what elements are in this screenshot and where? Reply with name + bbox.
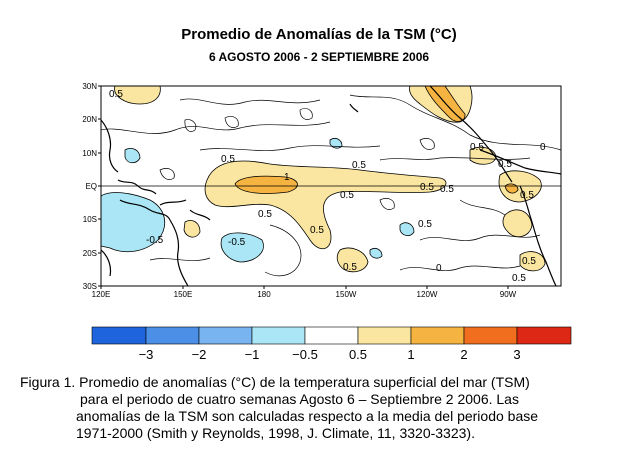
lat-label-30s: 30S bbox=[83, 282, 97, 291]
strong-warm-anomaly-regions bbox=[234, 86, 519, 194]
colorbar-tick-labels: −3 −2 −1 −0.5 0.5 1 2 3 bbox=[139, 347, 521, 362]
contour-label: -0.5 bbox=[146, 235, 164, 246]
cool-anomaly-regions bbox=[101, 138, 415, 263]
contour-label: 0.5 bbox=[512, 273, 526, 284]
contour-label: 0 bbox=[436, 263, 442, 274]
contour-label: 1 bbox=[284, 172, 290, 183]
caption-line: Figura 1. Promedio de anomalías (°C) de … bbox=[20, 374, 530, 390]
colorbar-swatch bbox=[516, 326, 572, 345]
contour-lines bbox=[101, 94, 561, 277]
lat-label-20s: 20S bbox=[83, 249, 97, 258]
contour-label: 0.5 bbox=[343, 262, 357, 273]
colorbar-tick-label: −2 bbox=[192, 347, 207, 362]
colorbar-swatch bbox=[198, 326, 253, 345]
contour-label: 0.5 bbox=[109, 89, 123, 100]
contour-label: 0.5 bbox=[340, 190, 354, 201]
contour-label: 0.5 bbox=[520, 190, 534, 201]
colorbar-tick-label: −0.5 bbox=[292, 347, 318, 362]
contour-label: 0.5 bbox=[498, 159, 512, 170]
coastlines bbox=[101, 86, 561, 286]
map-subtitle: 6 AGOSTO 2006 - 2 SEPTIEMBRE 2006 bbox=[208, 50, 430, 64]
contour-label: 0.5 bbox=[420, 182, 434, 193]
contour-label: 0.5 bbox=[440, 184, 454, 195]
colorbar-tick-label: −3 bbox=[139, 347, 154, 362]
colorbar-tick-label: −1 bbox=[245, 347, 260, 362]
contour-label: 0 bbox=[540, 142, 546, 153]
colorbar-swatch bbox=[145, 326, 200, 345]
map-title: Promedio de Anomalías de la TSM (°C) bbox=[181, 26, 457, 43]
lat-label-eq: EQ bbox=[85, 182, 97, 191]
colorbar-swatch bbox=[91, 326, 147, 345]
contour-label: 0.5 bbox=[258, 209, 272, 220]
colorbar-tick-label: 2 bbox=[460, 347, 467, 362]
colorbar-tick-label: 3 bbox=[513, 347, 520, 362]
lon-label-90w: 90W bbox=[500, 290, 517, 299]
contour-label: -0.5 bbox=[228, 237, 246, 248]
colorbar-tick-label: 0.5 bbox=[349, 347, 367, 362]
lat-label-10s: 10S bbox=[83, 215, 97, 224]
colorbar-swatch bbox=[410, 326, 465, 345]
caption-line: 1971-2000 (Smith y Reynolds, 1998, J. Cl… bbox=[76, 425, 475, 441]
lat-label-30n: 30N bbox=[82, 82, 97, 91]
contour-value-labels: 0.5 0.5 0.5 1 0.5 0.5 0.5 0.5 0.5 0.5 -0… bbox=[109, 89, 546, 284]
contour-label: 0.5 bbox=[470, 142, 484, 153]
contour-label: 0.5 bbox=[310, 225, 324, 236]
figure-caption: Figura 1. Promedio de anomalías (°C) de … bbox=[20, 374, 615, 442]
colorbar-swatch bbox=[357, 326, 412, 345]
contour-label: 0.5 bbox=[221, 154, 235, 165]
contour-label: 0.5 bbox=[418, 219, 432, 230]
lon-label-180: 180 bbox=[257, 290, 271, 299]
lat-label-20n: 20N bbox=[82, 115, 97, 124]
colorbar-swatch bbox=[304, 326, 359, 345]
colorbar bbox=[91, 326, 572, 345]
lon-label-120e: 120E bbox=[92, 290, 111, 299]
caption-line: anomalías de la TSM son calculadas respe… bbox=[76, 408, 539, 424]
lon-label-150e: 150E bbox=[174, 290, 193, 299]
colorbar-tick-label: 1 bbox=[407, 347, 414, 362]
lon-label-150w: 150W bbox=[336, 290, 357, 299]
lat-label-10n: 10N bbox=[82, 149, 97, 158]
lon-label-120w: 120W bbox=[417, 290, 438, 299]
lon-ticks bbox=[100, 286, 509, 289]
contour-label: 0.5 bbox=[352, 160, 366, 171]
colorbar-swatch bbox=[251, 326, 306, 345]
colorbar-swatch bbox=[463, 326, 518, 345]
caption-line: para el periodo de cuatro semanas Agosto… bbox=[80, 391, 519, 407]
contour-label: 0.5 bbox=[522, 256, 536, 267]
